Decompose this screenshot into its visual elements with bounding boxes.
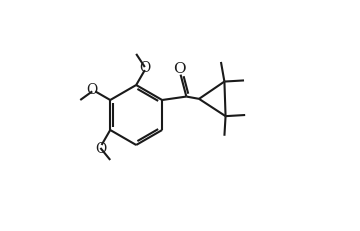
Text: O: O <box>139 61 150 75</box>
Text: O: O <box>95 141 106 155</box>
Text: O: O <box>173 61 186 75</box>
Text: O: O <box>87 83 98 97</box>
